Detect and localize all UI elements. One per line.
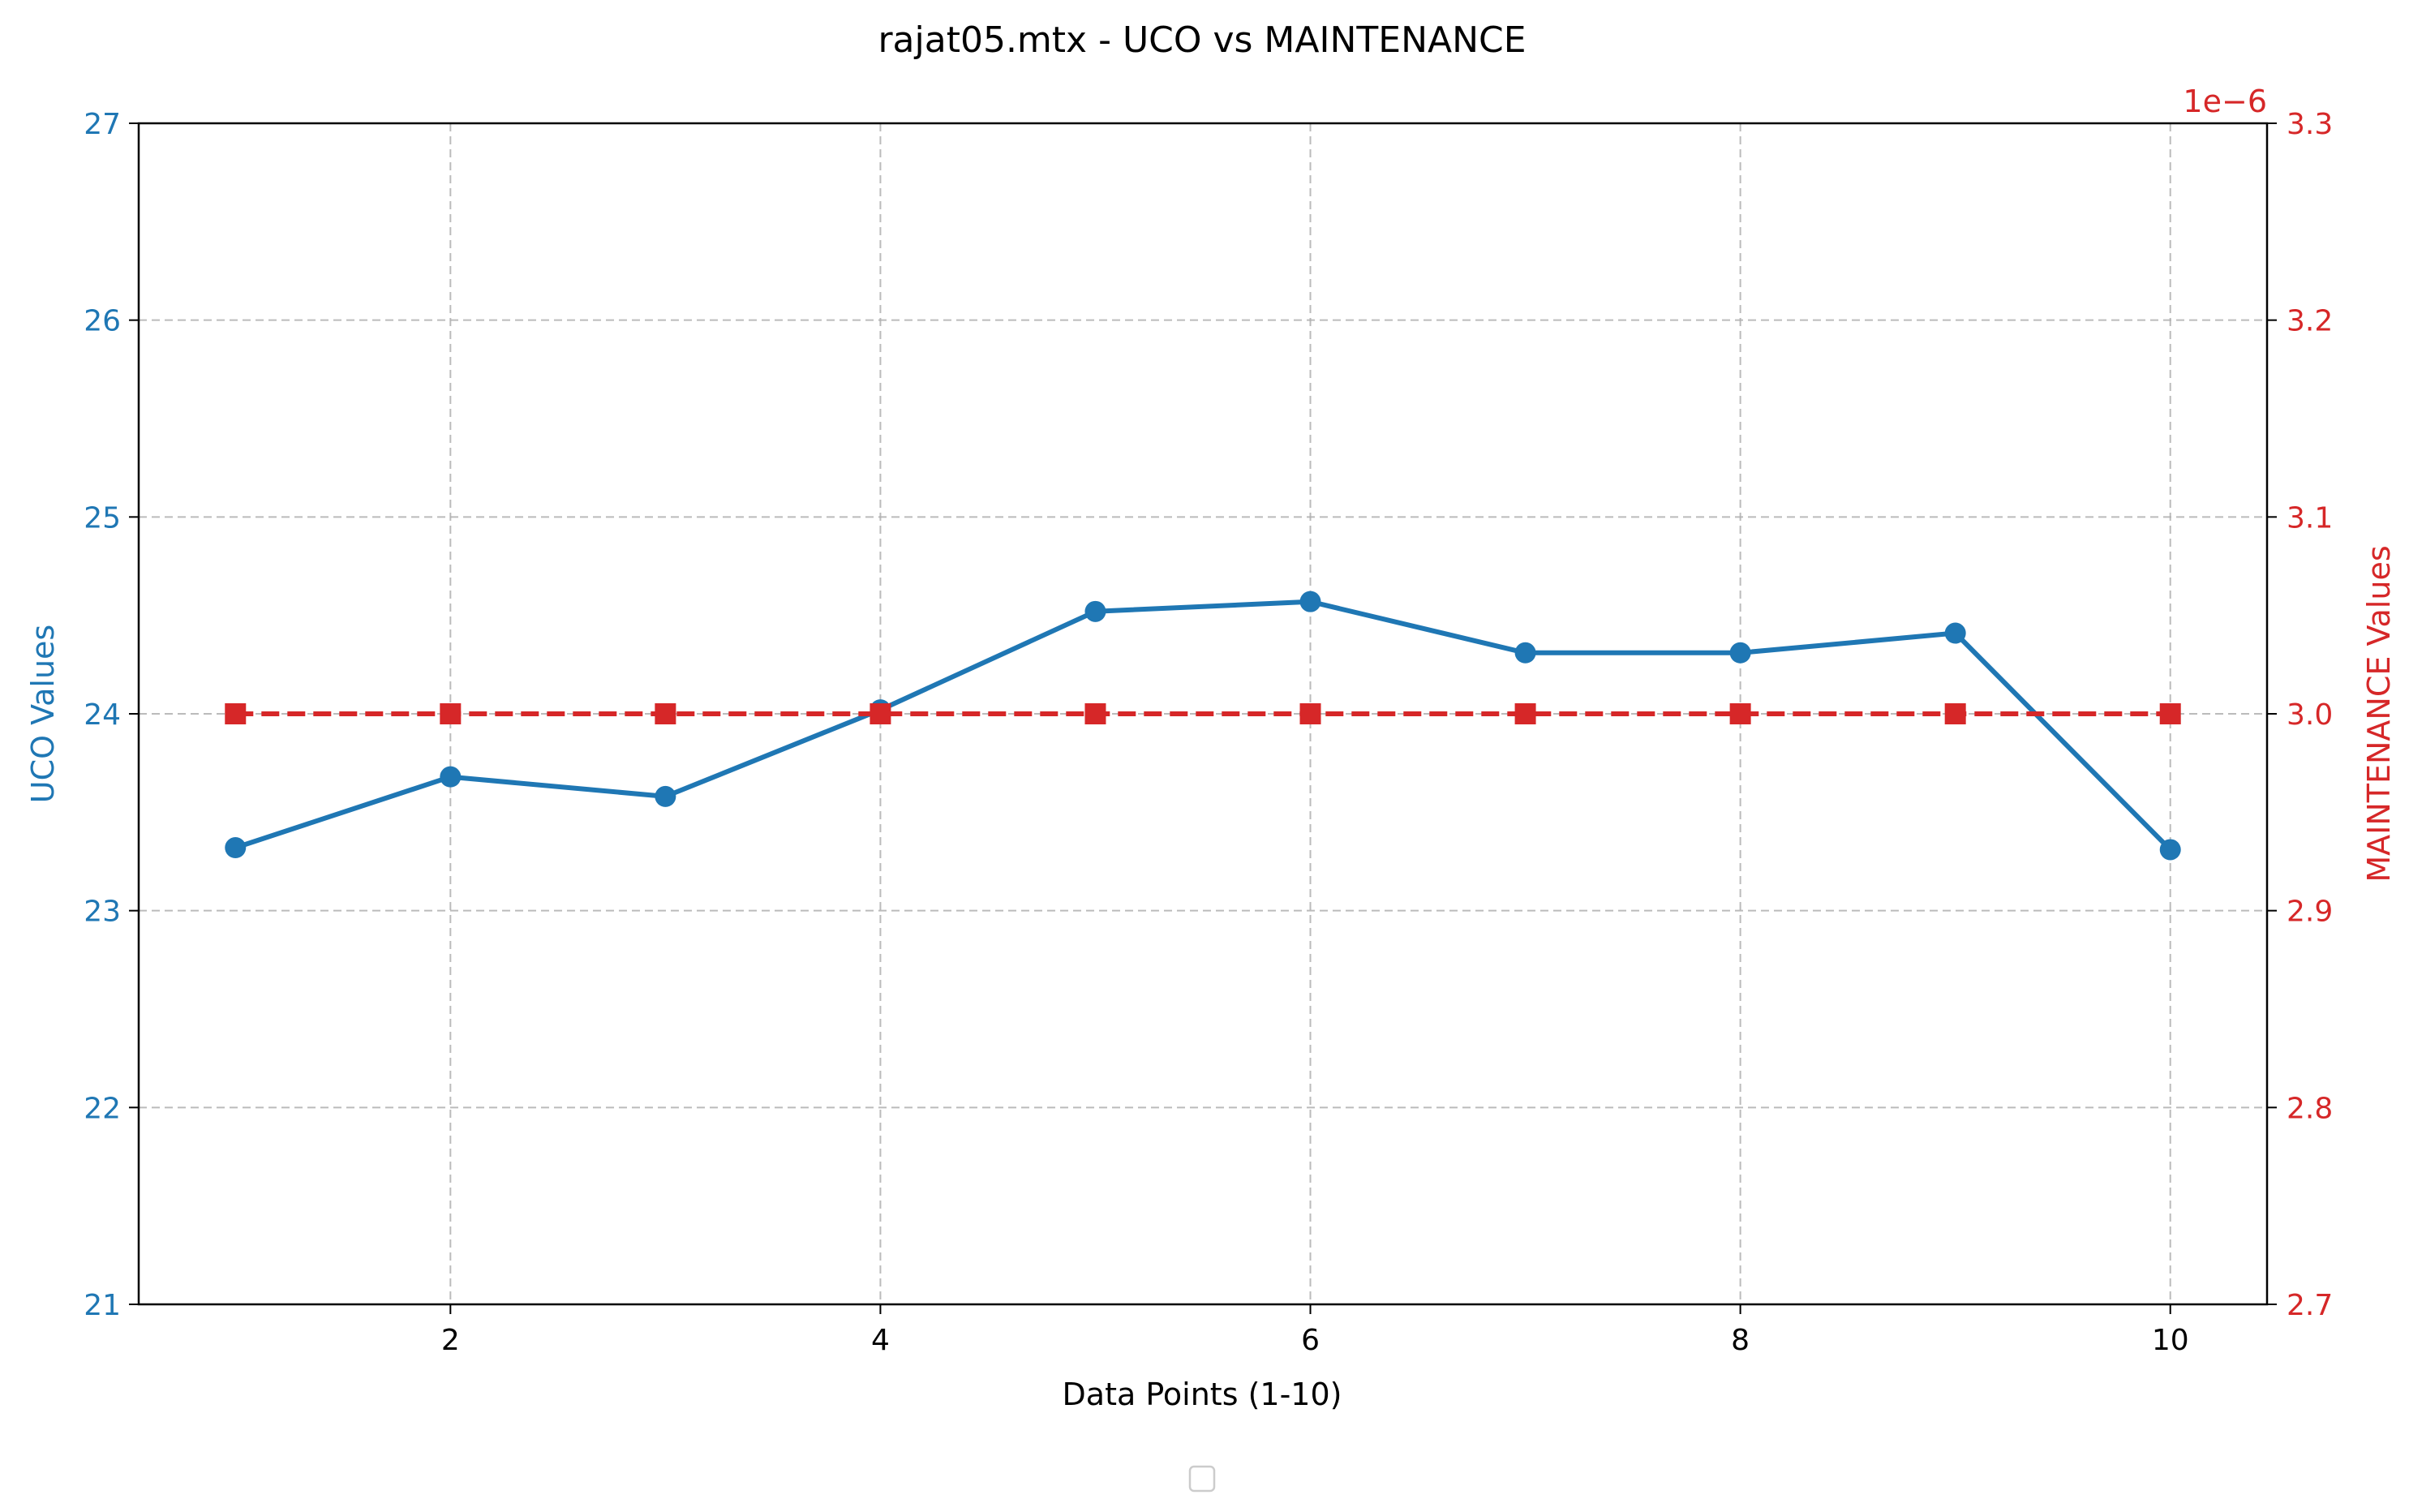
left-tick-label: 24 (84, 698, 121, 732)
x-tick-label: 8 (1731, 1324, 1750, 1357)
right-tick-label: 2.7 (2287, 1289, 2333, 1322)
x-axis: 2 4 6 8 10 (441, 1304, 2189, 1357)
series-2-square-marker (1299, 703, 1321, 724)
series-2-square-marker (1514, 703, 1536, 724)
left-axis-label: UCO Values (25, 625, 61, 804)
left-tick-label: 22 (84, 1092, 121, 1125)
left-y-axis: 21 22 23 24 25 26 27 (84, 108, 139, 1322)
series-1-line (234, 599, 2172, 852)
left-tick-label: 23 (84, 896, 121, 929)
chart-title: rajat05.mtx - UCO vs MAINTENANCE (878, 19, 1526, 61)
series-2-square-marker (2159, 703, 2181, 724)
series-2-square-marker (1944, 703, 1966, 724)
right-tick-label: 2.9 (2287, 896, 2333, 929)
x-tick-label: 4 (871, 1324, 890, 1357)
empty-legend-box (1188, 1465, 1216, 1493)
series-2-square-marker (225, 703, 247, 724)
series-2-square-marker (440, 703, 462, 724)
x-tick-label: 2 (441, 1324, 460, 1357)
series-1-circle-marker (225, 837, 247, 859)
series-1-circle-marker (2159, 839, 2181, 861)
series-layer (225, 591, 2181, 861)
series-1-circle-marker (655, 785, 676, 807)
series-2-square-marker (1729, 703, 1751, 724)
right-tick-label: 2.8 (2287, 1092, 2333, 1125)
right-tick-label: 3.2 (2287, 305, 2333, 338)
series-1-circle-marker (440, 766, 462, 788)
right-tick-label: 3.1 (2287, 501, 2333, 535)
left-tick-label: 25 (84, 501, 121, 535)
series-2-square-marker (655, 703, 676, 724)
right-y-axis: 2.7 2.8 2.9 3.0 3.1 3.2 3.3 (2267, 108, 2333, 1322)
left-tick-label: 21 (84, 1289, 121, 1322)
right-tick-label: 3.3 (2287, 108, 2333, 141)
series-1-circle-marker (1514, 642, 1536, 664)
series-1-circle-marker (1944, 622, 1966, 644)
x-tick-label: 10 (2152, 1324, 2189, 1357)
series-1-circle-marker (1299, 591, 1321, 612)
right-axis-label: MAINTENANCE Values (2361, 545, 2397, 882)
series-1-circle-marker (1084, 600, 1106, 622)
right-tick-label: 3.0 (2287, 698, 2333, 732)
left-tick-label: 27 (84, 108, 121, 141)
series-2-square-marker (870, 703, 891, 724)
left-tick-label: 26 (84, 305, 121, 338)
x-axis-label: Data Points (1-10) (1063, 1377, 1342, 1412)
series-2-square-marker (1084, 703, 1106, 724)
x-tick-label: 6 (1301, 1324, 1320, 1357)
right-axis-offset-text: 1e−6 (2183, 84, 2267, 119)
series-1-circle-marker (1729, 642, 1751, 664)
